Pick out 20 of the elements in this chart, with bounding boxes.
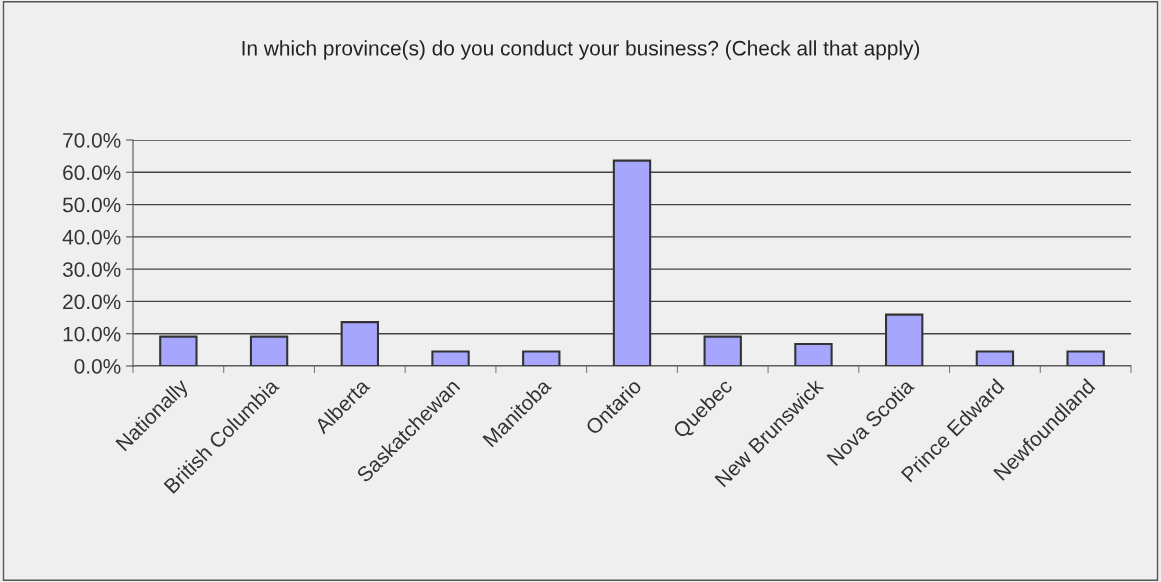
y-tick-label: 10.0% (63, 326, 121, 342)
y-tick-label: 0.0% (74, 359, 121, 374)
y-tick-label: 60.0% (63, 165, 121, 181)
bar (794, 343, 833, 366)
bar (522, 350, 561, 366)
bar (340, 321, 379, 366)
bar (1066, 350, 1105, 366)
y-tick-label: 30.0% (62, 262, 121, 277)
bar (703, 335, 742, 366)
y-tick-label: 70.0% (63, 133, 121, 148)
bar (249, 335, 289, 366)
bar (159, 335, 198, 366)
bar (431, 350, 470, 366)
y-tick-label: 40.0% (62, 229, 121, 245)
y-tick-label: 50.0% (62, 197, 121, 213)
bar (975, 350, 1015, 366)
bar (885, 313, 924, 366)
chart-title: In which province(s) do you conduct your business? (Check all that apply) (242, 40, 920, 60)
bar (612, 159, 652, 366)
y-tick-label: 20.0% (63, 294, 121, 310)
